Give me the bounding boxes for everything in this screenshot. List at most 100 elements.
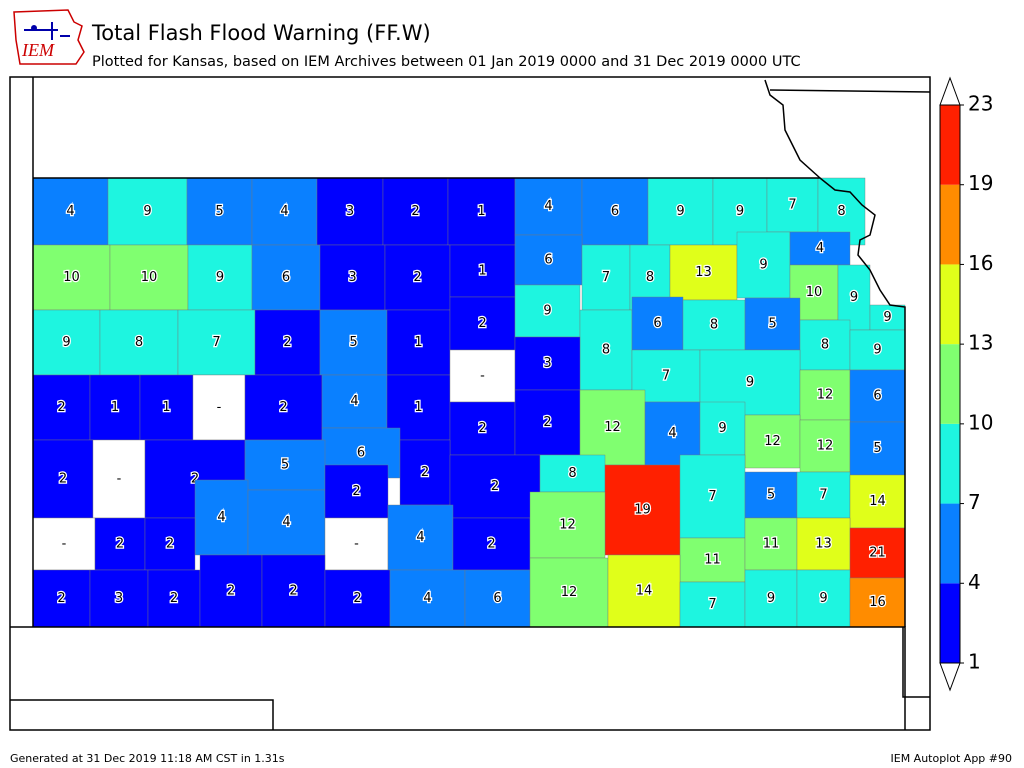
county-label: 10 xyxy=(141,270,158,285)
county-label: 6 xyxy=(493,591,501,606)
county-label: 2 xyxy=(170,591,178,606)
county-label: 8 xyxy=(821,338,829,353)
county-label: 2 xyxy=(421,465,429,480)
county-label: 9 xyxy=(676,204,684,219)
county xyxy=(387,504,454,571)
county-label: 1 xyxy=(162,400,170,415)
county xyxy=(32,374,91,441)
county-label: 8 xyxy=(837,204,845,219)
county xyxy=(386,309,451,376)
county-label: 7 xyxy=(708,597,716,612)
county-label: 2 xyxy=(57,400,65,415)
county-label: 6 xyxy=(357,446,365,461)
county-label: 9 xyxy=(62,335,70,350)
county-label: 12 xyxy=(817,388,834,403)
county xyxy=(109,244,189,311)
county-label: 3 xyxy=(543,356,551,371)
county xyxy=(107,177,188,246)
county-label: 9 xyxy=(718,421,726,436)
county-label: 5 xyxy=(873,441,881,456)
county-label: - xyxy=(480,369,485,384)
county xyxy=(869,304,906,331)
county xyxy=(144,517,196,571)
county xyxy=(177,309,256,376)
county xyxy=(744,471,798,519)
county-label: 7 xyxy=(602,270,610,285)
county-label: 2 xyxy=(353,591,361,606)
colorbar-bin xyxy=(940,423,960,504)
county xyxy=(669,244,738,301)
colorbar-frame xyxy=(939,104,961,664)
county-label: 21 xyxy=(869,546,886,561)
county-label: 9 xyxy=(736,204,744,219)
footer-left: Generated at 31 Dec 2019 11:18 AM CST in… xyxy=(10,752,285,765)
county xyxy=(449,244,516,298)
county-label: 4 xyxy=(423,591,431,606)
colorbar-tick-label: 16 xyxy=(968,251,993,275)
county xyxy=(251,177,318,246)
county-label: 2 xyxy=(413,270,421,285)
county xyxy=(244,439,326,491)
county xyxy=(32,177,109,246)
county-label: 13 xyxy=(695,265,712,280)
colorbar-bin xyxy=(940,583,960,663)
county xyxy=(647,177,714,246)
county-label: 2 xyxy=(491,479,499,494)
county-label: 1 xyxy=(478,264,486,279)
county-label: 13 xyxy=(815,537,832,552)
county xyxy=(744,297,801,351)
county xyxy=(99,309,179,376)
county-label: 8 xyxy=(710,318,718,333)
county-label: 9 xyxy=(873,343,881,358)
colorbar-bin xyxy=(940,105,960,185)
county-label: 9 xyxy=(767,591,775,606)
county-label: 4 xyxy=(350,394,358,409)
county-label: 12 xyxy=(764,434,781,449)
county xyxy=(607,554,681,628)
county xyxy=(604,464,681,556)
county xyxy=(796,517,851,571)
county xyxy=(682,299,746,351)
county-label: 2 xyxy=(352,484,360,499)
county-label: 11 xyxy=(763,537,780,552)
county-label: 9 xyxy=(143,204,151,219)
county-label: 4 xyxy=(544,199,552,214)
county xyxy=(319,309,388,376)
county-label: 19 xyxy=(634,503,651,518)
logo-outline xyxy=(13,9,85,65)
county xyxy=(789,231,851,266)
footer-right: IEM Autoplot App #90 xyxy=(891,752,1013,765)
county-label: 7 xyxy=(788,198,796,213)
county-label: 9 xyxy=(216,270,224,285)
county-label: 14 xyxy=(869,494,886,509)
subtitle: Plotted for Kansas, based on IEM Archive… xyxy=(92,54,801,70)
county-label: 2 xyxy=(411,204,419,219)
county xyxy=(837,264,871,331)
county xyxy=(799,319,851,371)
county-label: 2 xyxy=(478,421,486,436)
county-label: 5 xyxy=(215,204,223,219)
colorbar-tick-label: 4 xyxy=(968,570,981,594)
county-label: 6 xyxy=(653,316,661,331)
county-label: 9 xyxy=(883,310,891,325)
county xyxy=(247,489,326,556)
county xyxy=(89,569,149,628)
county-label: 2 xyxy=(283,335,291,350)
county xyxy=(449,401,516,456)
county-label: 10 xyxy=(806,285,823,300)
county xyxy=(849,527,906,579)
county-label: 2 xyxy=(478,316,486,331)
county-label: 2 xyxy=(543,415,551,430)
county-label: 6 xyxy=(282,270,290,285)
county xyxy=(744,517,798,571)
county xyxy=(139,374,194,441)
county-label: 11 xyxy=(704,553,721,568)
county-label: 3 xyxy=(348,270,356,285)
border xyxy=(764,79,931,179)
county-label: 6 xyxy=(873,389,881,404)
county xyxy=(199,554,263,628)
colorbar-tick-label: 13 xyxy=(968,331,993,355)
colorbar-bin xyxy=(940,344,960,424)
colorbar-tick-label: 23 xyxy=(968,92,993,116)
county xyxy=(581,244,631,311)
